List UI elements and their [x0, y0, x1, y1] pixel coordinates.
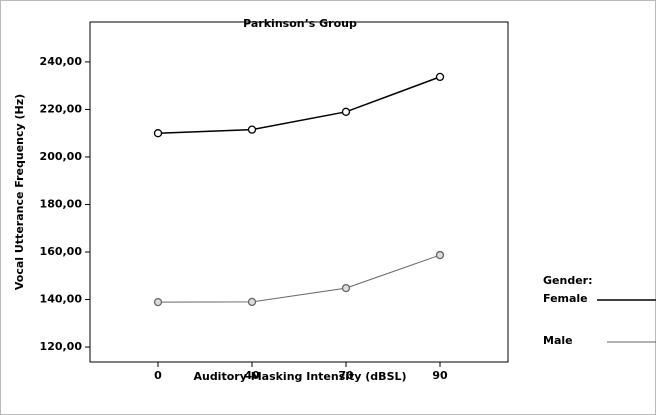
- marker: [247, 125, 257, 134]
- marker: [435, 72, 445, 82]
- legend-label: Male: [543, 334, 573, 347]
- line: [157, 76, 441, 134]
- legend-label: Female: [543, 292, 588, 305]
- marker: [153, 129, 163, 138]
- x-tick-label: 40: [244, 369, 260, 382]
- y-tick-label: 140,00: [40, 293, 83, 306]
- x-tick-label: 90: [432, 369, 448, 382]
- marker: [247, 297, 257, 307]
- plot-area: [89, 21, 509, 363]
- y-tick-label: 200,00: [40, 150, 83, 163]
- marker: [341, 283, 351, 293]
- marker: [435, 250, 445, 260]
- y-tick-label: 160,00: [40, 245, 83, 258]
- line: [157, 254, 441, 303]
- y-tick-label: 180,00: [40, 197, 83, 210]
- legend-title: Gender:: [543, 274, 592, 287]
- y-axis-label: Vocal Utterance Frequency (Hz): [13, 94, 26, 290]
- x-tick-label: 70: [338, 369, 354, 382]
- x-tick-label: 0: [154, 369, 162, 382]
- y-tick-label: 240,00: [40, 55, 83, 68]
- marker: [153, 297, 163, 307]
- x-axis-label: Auditory Masking Intensity (dBSL): [193, 370, 406, 383]
- y-tick-label: 120,00: [40, 340, 83, 353]
- chart-title: Parkinson’s Group: [243, 17, 357, 30]
- y-tick-label: 220,00: [40, 102, 83, 115]
- marker: [341, 107, 351, 116]
